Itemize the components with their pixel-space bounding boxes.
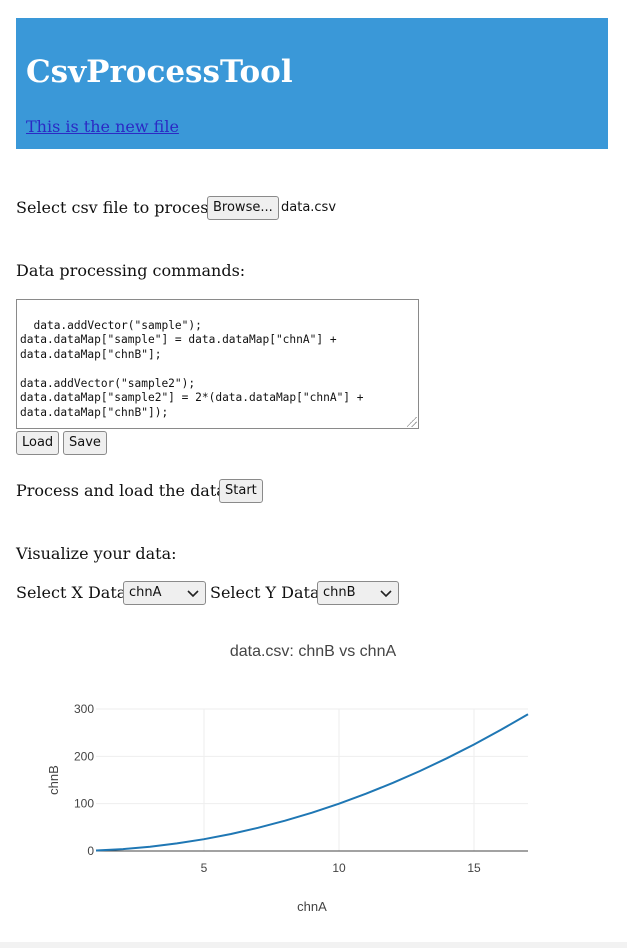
y-axis-label: chnB: [46, 765, 61, 795]
app-title: CsvProcessTool: [26, 54, 293, 90]
chevron-down-icon: [380, 590, 392, 598]
start-button[interactable]: Start: [219, 479, 263, 503]
y-tick-label: 300: [74, 702, 94, 716]
y-data-value: chnB: [323, 585, 356, 600]
commands-textarea[interactable]: data.addVector("sample"); data.dataMap["…: [16, 299, 419, 429]
save-button[interactable]: Save: [63, 431, 107, 455]
x-data-value: chnA: [129, 585, 162, 600]
resize-handle[interactable]: [407, 417, 417, 427]
series-line: [95, 713, 529, 852]
x-tick-label: 5: [201, 861, 208, 875]
y-tick-label: 100: [74, 797, 94, 811]
y-data-label: Select Y Data:: [210, 583, 325, 602]
line-chart: 5 10 15 0 100 200 300 data.csv: chnB vs chnA chn…: [46, 643, 529, 914]
process-label: Process and load the data:: [16, 481, 232, 500]
browse-button[interactable]: Browse...: [207, 196, 279, 220]
x-data-label: Select X Data:: [16, 583, 132, 602]
y-tick-label: 0: [87, 844, 94, 858]
chevron-down-icon: [187, 590, 199, 598]
commands-text: data.addVector("sample"); data.dataMap["…: [20, 318, 364, 419]
visualize-label: Visualize your data:: [16, 544, 177, 563]
new-file-link[interactable]: This is the new file: [26, 117, 179, 136]
x-axis-label: chnA: [297, 899, 327, 914]
app-header: CsvProcessTool This is the new file: [16, 18, 608, 149]
x-tick-label: 10: [332, 861, 346, 875]
x-tick-label: 15: [467, 861, 481, 875]
y-data-select[interactable]: chnB: [317, 581, 399, 605]
chart-title: data.csv: chnB vs chnA: [230, 643, 397, 660]
commands-label: Data processing commands:: [16, 261, 246, 280]
bottom-edge: [0, 942, 627, 948]
load-button[interactable]: Load: [16, 431, 60, 455]
selected-file-name: data.csv: [281, 200, 337, 215]
file-select-label: Select csv file to process:: [16, 198, 223, 217]
x-data-select[interactable]: chnA: [123, 581, 206, 605]
y-tick-label: 200: [74, 749, 94, 763]
